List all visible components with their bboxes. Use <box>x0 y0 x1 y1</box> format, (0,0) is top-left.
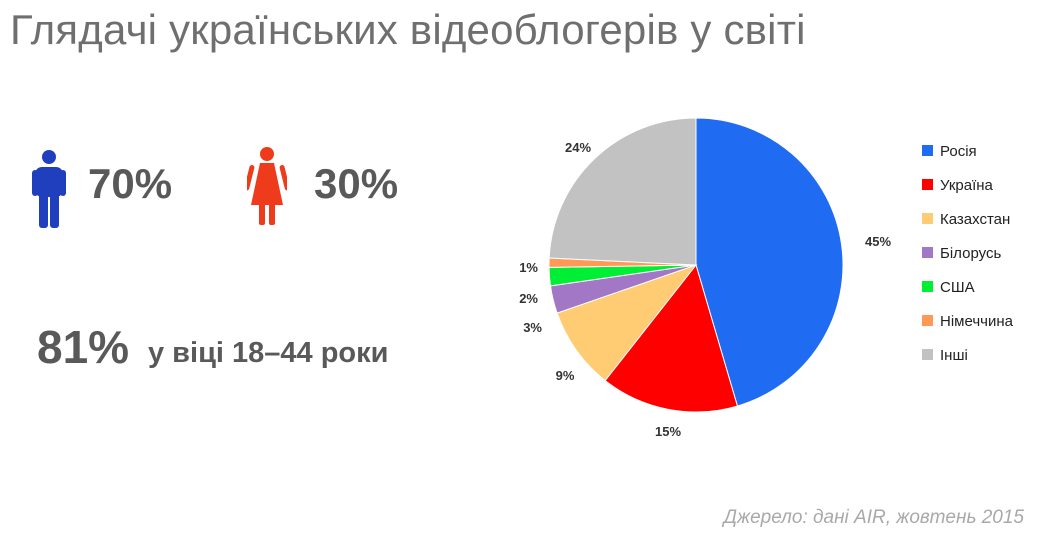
legend-swatch-1 <box>922 145 933 156</box>
male-percentage: 70% <box>88 160 173 207</box>
age-label: у віці 18–44 роки <box>148 337 389 369</box>
slice-label-7: 24% <box>565 140 591 155</box>
slice-label-2: 15% <box>655 424 681 439</box>
legend-swatch-4 <box>922 247 933 258</box>
legend-label-3: Казахстан <box>940 211 1010 228</box>
page-title: Глядачі українських відеоблогерів у світ… <box>10 6 806 53</box>
age-percentage: 81% <box>37 321 130 373</box>
legend-swatch-6 <box>922 315 933 326</box>
pie-slice-7 <box>548 117 697 266</box>
pie-slice-2 <box>604 263 739 413</box>
legend-label-4: Білорусь <box>940 245 1001 262</box>
legend-label-2: Україна <box>940 177 994 194</box>
legend-swatch-7 <box>922 349 933 360</box>
female-percentage: 30% <box>314 160 399 207</box>
legend-label-7: Інші <box>940 347 968 364</box>
legend-swatch-5 <box>922 281 933 292</box>
legend-label-6: Німеччина <box>940 313 1014 330</box>
legend-swatch-2 <box>922 179 933 190</box>
pie-slice-1 <box>695 117 844 407</box>
woman-icon <box>247 147 287 225</box>
legend-label-5: США <box>940 279 975 296</box>
slice-label-6: 1% <box>519 260 538 275</box>
legend-label-1: Росія <box>940 143 977 160</box>
pie-chart: 45% 15% 9% 3% 2% 1% 24% Росія Україна Казахстан Бі… <box>519 117 1014 439</box>
slice-label-5: 2% <box>519 291 538 306</box>
slice-label-4: 3% <box>523 320 542 335</box>
source-note: Джерело: дані AIR, жовтень 2015 <box>723 507 1024 528</box>
man-icon <box>32 150 66 228</box>
pie-slice-3 <box>556 263 698 382</box>
slice-label-3: 9% <box>556 368 575 383</box>
legend-swatch-3 <box>922 213 933 224</box>
slice-label-1: 45% <box>865 234 891 249</box>
